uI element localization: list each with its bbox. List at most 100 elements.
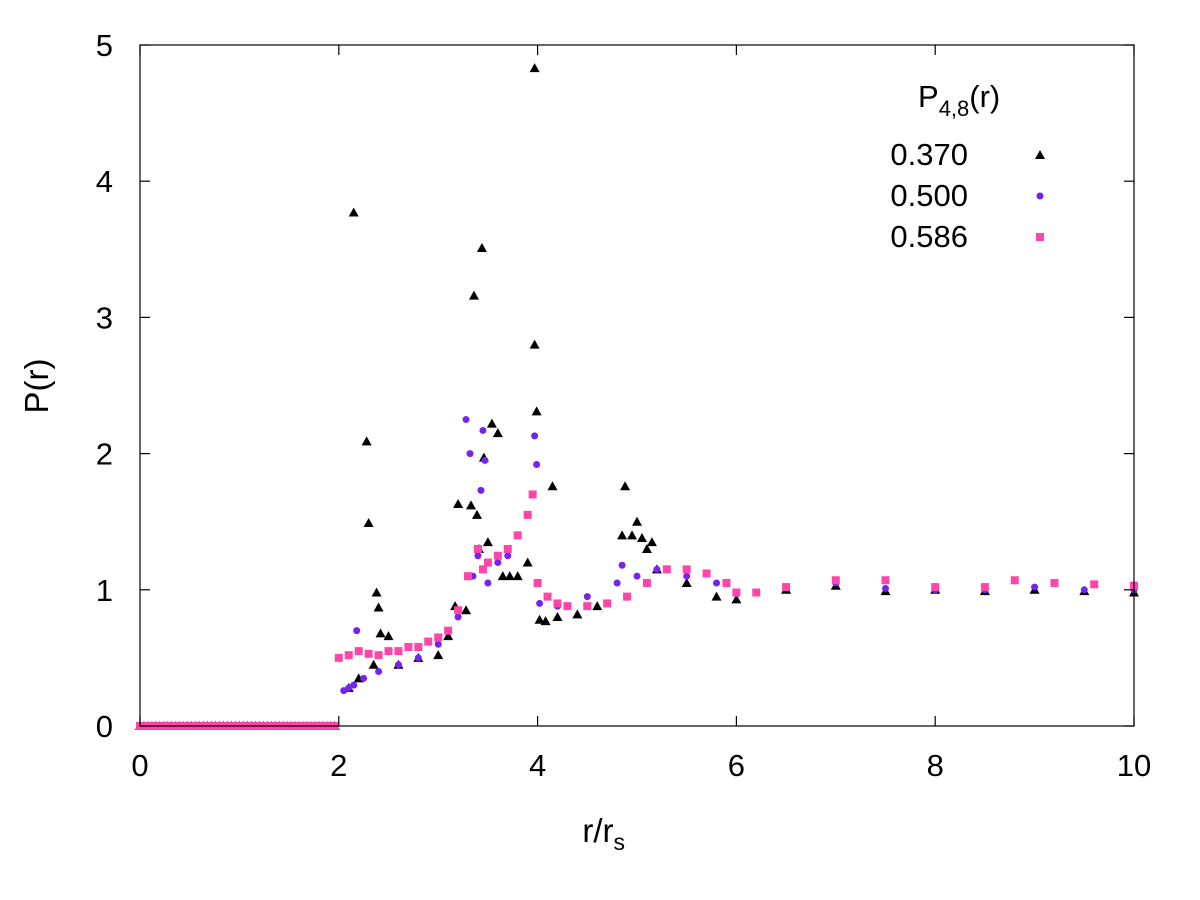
- data-point: [466, 500, 477, 510]
- data-point: [528, 490, 537, 499]
- data-point: [529, 339, 540, 349]
- data-point: [522, 557, 533, 567]
- data-point: [534, 614, 545, 624]
- data-point: [374, 651, 383, 660]
- axis-ticks: 0 2 4 6 8 10 0 1 2 3 4 5: [96, 28, 1151, 783]
- data-point: [364, 649, 373, 658]
- data-point: [882, 584, 889, 592]
- data-point: [466, 450, 474, 458]
- data-point: [464, 572, 473, 581]
- data-point: [394, 647, 403, 656]
- data-point: [492, 428, 503, 438]
- data-point: [503, 544, 512, 553]
- data-point: [536, 599, 544, 607]
- y-tick-label: 0: [96, 709, 113, 744]
- data-point: [627, 530, 638, 540]
- data-point: [980, 583, 989, 592]
- data-point: [394, 661, 402, 669]
- legend-label: 0.586: [890, 219, 968, 254]
- data-point: [479, 426, 487, 434]
- data-point: [373, 602, 384, 612]
- data-point: [375, 668, 383, 676]
- data-point: [350, 681, 358, 689]
- data-point: [732, 588, 741, 597]
- legend-title-tail: (r): [969, 79, 1000, 114]
- data-point: [434, 633, 443, 642]
- data-point: [363, 518, 374, 528]
- data-point: [583, 593, 591, 601]
- data-point: [497, 571, 508, 581]
- legend: P4,8(r) 0.370 0.500 0.586: [890, 79, 1045, 254]
- data-point: [414, 643, 423, 652]
- data-point: [504, 571, 515, 581]
- data-point: [620, 481, 631, 491]
- data-point: [623, 592, 632, 601]
- data-point: [473, 544, 482, 553]
- data-point: [361, 436, 372, 446]
- data-point: [540, 616, 551, 626]
- data-point: [543, 592, 552, 601]
- data-point: [482, 537, 493, 547]
- data-point: [1031, 583, 1039, 591]
- data-point: [481, 456, 489, 464]
- data-point: [752, 588, 761, 597]
- data-point: [646, 537, 657, 547]
- data-point: [493, 551, 502, 560]
- legend-marker: [1035, 150, 1045, 159]
- data-point: [613, 579, 621, 587]
- data-point: [371, 587, 382, 597]
- data-point: [375, 628, 386, 638]
- x-tick-label: 2: [330, 748, 347, 783]
- y-tick-label: 2: [96, 437, 113, 472]
- data-point: [474, 552, 482, 560]
- x-tick-label: 0: [131, 748, 148, 783]
- data-point: [618, 561, 626, 569]
- data-point: [334, 653, 343, 662]
- data-point: [713, 579, 721, 587]
- data-point: [782, 583, 791, 592]
- data-point: [702, 569, 711, 578]
- data-point: [461, 605, 472, 615]
- data-point: [471, 509, 482, 519]
- data-point: [552, 612, 563, 622]
- legend-title-sub: 4,8: [939, 96, 970, 121]
- data-point: [484, 579, 492, 587]
- legend-marker: [1036, 192, 1044, 200]
- data-point: [1050, 578, 1059, 587]
- data-point: [633, 572, 641, 580]
- data-point: [531, 406, 542, 416]
- x-tick-label: 8: [927, 748, 944, 783]
- data-point: [478, 565, 487, 574]
- data-point: [682, 565, 691, 574]
- data-point: [572, 609, 583, 619]
- data-point: [662, 565, 671, 574]
- data-point: [468, 290, 479, 300]
- y-tick-label: 1: [96, 573, 113, 608]
- data-point: [531, 432, 539, 440]
- data-point: [547, 481, 558, 491]
- data-point: [424, 637, 433, 646]
- data-point: [414, 654, 422, 662]
- data-point: [641, 543, 652, 553]
- data-point: [1010, 576, 1019, 585]
- legend-label: 0.500: [890, 178, 968, 213]
- data-point: [931, 583, 940, 592]
- data-point: [383, 631, 394, 641]
- data-point: [483, 558, 492, 567]
- data-point: [476, 242, 487, 252]
- data-point: [711, 591, 722, 601]
- data-point: [360, 674, 368, 682]
- data-point: [348, 207, 359, 217]
- data-point: [583, 602, 592, 611]
- data-point: [636, 533, 647, 543]
- data-point: [681, 577, 692, 587]
- data-point: [653, 565, 661, 573]
- data-point: [881, 576, 890, 585]
- data-point: [512, 571, 523, 581]
- data-point: [529, 63, 540, 73]
- data-point: [353, 627, 361, 635]
- data-point: [722, 578, 731, 587]
- data-point: [453, 498, 464, 508]
- data-point: [603, 599, 612, 608]
- data-point: [433, 650, 444, 660]
